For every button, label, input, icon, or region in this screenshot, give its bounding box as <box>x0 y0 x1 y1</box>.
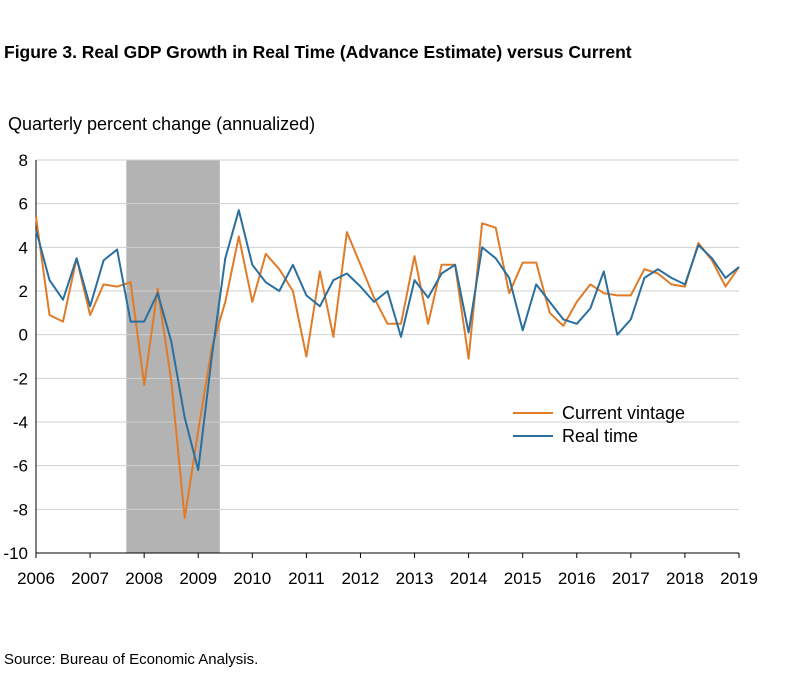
x-tick-label: 2010 <box>233 569 271 588</box>
x-tick-label: 2011 <box>288 569 325 588</box>
x-tick-label: 2014 <box>450 569 488 588</box>
y-tick-label: 4 <box>19 238 28 257</box>
x-tick-label: 2016 <box>558 569 596 588</box>
x-tick-label: 2013 <box>396 569 434 588</box>
y-tick-label: -8 <box>13 500 28 519</box>
series-line-real-time <box>35 209 740 471</box>
y-axis-label: Quarterly percent change (annualized) <box>8 114 316 134</box>
y-tick-label: 8 <box>19 151 28 170</box>
x-tick-label: 2017 <box>612 569 650 588</box>
y-tick-label: -10 <box>3 544 28 563</box>
x-tick-label: 2012 <box>342 569 380 588</box>
y-tick-label: 6 <box>19 195 28 214</box>
axis-layer: 8 6 4 2 0 -2 -4 -6 -8 -10 2006 2007 2008 2009 2010 2011… <box>3 151 757 588</box>
x-tick-label: 2018 <box>666 569 704 588</box>
legend-label: Real time <box>562 426 638 446</box>
x-tick-label: 2008 <box>125 569 163 588</box>
y-tick-label: 2 <box>19 282 28 301</box>
y-tick-label: -4 <box>13 413 28 432</box>
series-line-current-vintage <box>35 216 740 520</box>
source-note: Source: Bureau of Economic Analysis. <box>4 651 259 668</box>
legend-label: Current vintage <box>562 403 685 423</box>
x-tick-label: 2019 <box>720 569 758 588</box>
y-tick-label: -6 <box>13 457 28 476</box>
series-layer <box>35 209 740 520</box>
chart-title: Figure 3. Real GDP Growth in Real Time (… <box>4 42 632 62</box>
x-tick-label: 2015 <box>504 569 542 588</box>
y-tick-label: -2 <box>13 369 28 388</box>
y-tick-label: 0 <box>19 326 28 345</box>
x-tick-label: 2007 <box>71 569 109 588</box>
legend: Current vintage Real time <box>513 403 685 446</box>
x-tick-label: 2006 <box>17 569 55 588</box>
x-tick-label: 2009 <box>179 569 217 588</box>
